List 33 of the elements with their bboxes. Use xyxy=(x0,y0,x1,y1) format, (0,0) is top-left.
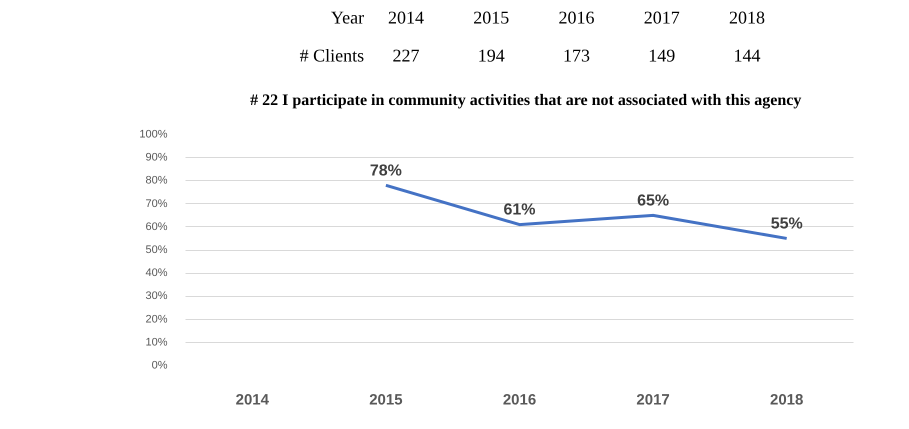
x-tick-label: 2014 xyxy=(236,392,270,408)
x-tick-label: 2015 xyxy=(369,392,403,408)
data-label: 78% xyxy=(370,162,402,180)
y-tick-label: 90% xyxy=(145,152,168,164)
x-tick-label: 2017 xyxy=(636,392,670,408)
text: 2016 xyxy=(558,8,594,28)
x-tick-label: 2016 xyxy=(502,392,536,408)
y-tick-label: 10% xyxy=(145,336,168,348)
x-tick-label: 2018 xyxy=(770,392,804,408)
text: 2018 xyxy=(728,8,765,28)
y-tick-label: 0% xyxy=(152,360,168,372)
text: 144 xyxy=(733,46,760,66)
y-tick-label: 70% xyxy=(145,198,168,210)
text: Year xyxy=(330,8,364,28)
text: 227 xyxy=(392,46,420,66)
data-label: 65% xyxy=(637,192,670,210)
y-tick-label: 100% xyxy=(139,128,168,140)
text: 2014 xyxy=(388,8,424,28)
chart-title: # 22 I participate in community activities that are not associated with this agency xyxy=(250,92,802,109)
text: 2017 xyxy=(644,8,680,28)
y-tick-label: 80% xyxy=(145,174,168,187)
y-tick-label: 40% xyxy=(145,267,168,280)
y-tick-label: 50% xyxy=(145,244,168,256)
y-tick-label: 60% xyxy=(145,220,168,233)
y-tick-label: 30% xyxy=(145,290,168,302)
y-tick-label: 20% xyxy=(145,313,168,326)
text: 149 xyxy=(648,46,676,66)
data-label: 61% xyxy=(503,202,536,219)
text: 2015 xyxy=(473,8,510,28)
text: # Clients xyxy=(300,46,364,66)
text: 173 xyxy=(562,46,590,66)
text: 194 xyxy=(478,46,505,66)
data-label: 55% xyxy=(770,215,803,232)
